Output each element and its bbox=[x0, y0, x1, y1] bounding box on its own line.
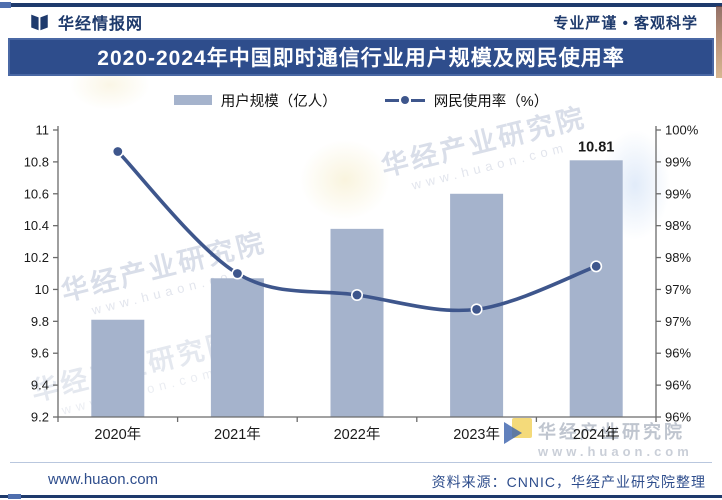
top-accent-rule bbox=[0, 3, 722, 7]
right-axis-tick-label: 96% bbox=[665, 346, 691, 361]
bar-2022年 bbox=[330, 228, 384, 417]
left-axis-tick-label: 10.4 bbox=[24, 218, 49, 233]
legend-bar-label: 用户规模（亿人） bbox=[220, 93, 337, 110]
brand-logo-icon bbox=[31, 14, 48, 31]
footer-source-text: 资料来源：CNNIC，华经产业研究院整理 bbox=[431, 474, 706, 490]
x-axis-category-label: 2020年 bbox=[94, 426, 141, 443]
line-swatch-icon bbox=[384, 96, 425, 104]
page-title: 2020-2024年中国即时通信行业用户规模及网民使用率 bbox=[97, 47, 625, 70]
x-axis-category-label: 2023年 bbox=[453, 426, 500, 443]
chart-legend: 用户规模（亿人） 网民使用率（%） bbox=[0, 88, 722, 112]
right-axis-tick-label: 97% bbox=[665, 282, 691, 297]
left-axis-tick-label: 9.8 bbox=[31, 314, 49, 329]
legend-item-bar: 用户规模（亿人） bbox=[173, 90, 337, 111]
right-axis-tick-label: 98% bbox=[665, 250, 691, 265]
right-axis-tick-label: 96% bbox=[665, 378, 691, 393]
line-marker-2020年 bbox=[111, 145, 124, 158]
bottom-accent-rule bbox=[0, 495, 722, 498]
brand-name: 华经情报网 bbox=[58, 16, 144, 33]
brand: 华经情报网 bbox=[28, 10, 143, 34]
left-axis-tick-label: 11 bbox=[36, 123, 50, 138]
title-banner: 2020-2024年中国即时通信行业用户规模及网民使用率 bbox=[8, 38, 714, 76]
footer-divider bbox=[10, 462, 712, 463]
footer-site-link[interactable]: www.huaon.com bbox=[48, 471, 159, 488]
bar-2021年 bbox=[210, 278, 264, 417]
bar-swatch-icon bbox=[173, 95, 212, 105]
legend-item-line: 网民使用率（%） bbox=[384, 90, 549, 111]
header-slogan: 专业严谨 • 客观科学 bbox=[553, 15, 698, 32]
bar-2024年 bbox=[569, 160, 623, 418]
bar-2020年 bbox=[91, 319, 145, 417]
line-marker-2021年 bbox=[231, 267, 244, 280]
right-axis-tick-label: 97% bbox=[665, 314, 691, 329]
line-marker-2024年 bbox=[590, 260, 603, 273]
bottom-accent-chip bbox=[8, 494, 21, 499]
line-marker-2023年 bbox=[470, 303, 483, 316]
right-edge-artifact bbox=[716, 6, 722, 78]
left-axis-tick-label: 10.6 bbox=[24, 186, 49, 201]
left-axis-tick-label: 9.6 bbox=[31, 346, 49, 361]
x-axis-category-label: 2022年 bbox=[334, 426, 381, 443]
header: 华经情报网 专业严谨 • 客观科学 bbox=[0, 8, 722, 36]
right-axis-tick-label: 99% bbox=[665, 154, 691, 169]
right-axis-tick-label: 96% bbox=[665, 410, 691, 425]
legend-line-label: 网民使用率（%） bbox=[433, 93, 549, 110]
top-accent-chip bbox=[0, 2, 11, 8]
right-axis-tick-label: 99% bbox=[665, 186, 691, 201]
footer: www.huaon.com 资料来源：CNNIC，华经产业研究院整理 bbox=[0, 468, 722, 494]
right-axis-tick-label: 100% bbox=[665, 123, 699, 138]
left-axis-tick-label: 10.8 bbox=[24, 154, 49, 169]
left-axis-tick-label: 10 bbox=[35, 282, 49, 297]
x-axis-category-label: 2021年 bbox=[214, 426, 261, 443]
bar-data-label: 10.81 bbox=[578, 139, 614, 155]
line-marker-2022年 bbox=[350, 289, 363, 302]
x-axis-category-label: 2024年 bbox=[573, 426, 620, 443]
right-axis-tick-label: 98% bbox=[665, 218, 691, 233]
left-axis-tick-label: 10.2 bbox=[24, 250, 49, 265]
left-axis-tick-label: 9.2 bbox=[31, 410, 49, 425]
left-axis-tick-label: 9.4 bbox=[31, 378, 49, 393]
